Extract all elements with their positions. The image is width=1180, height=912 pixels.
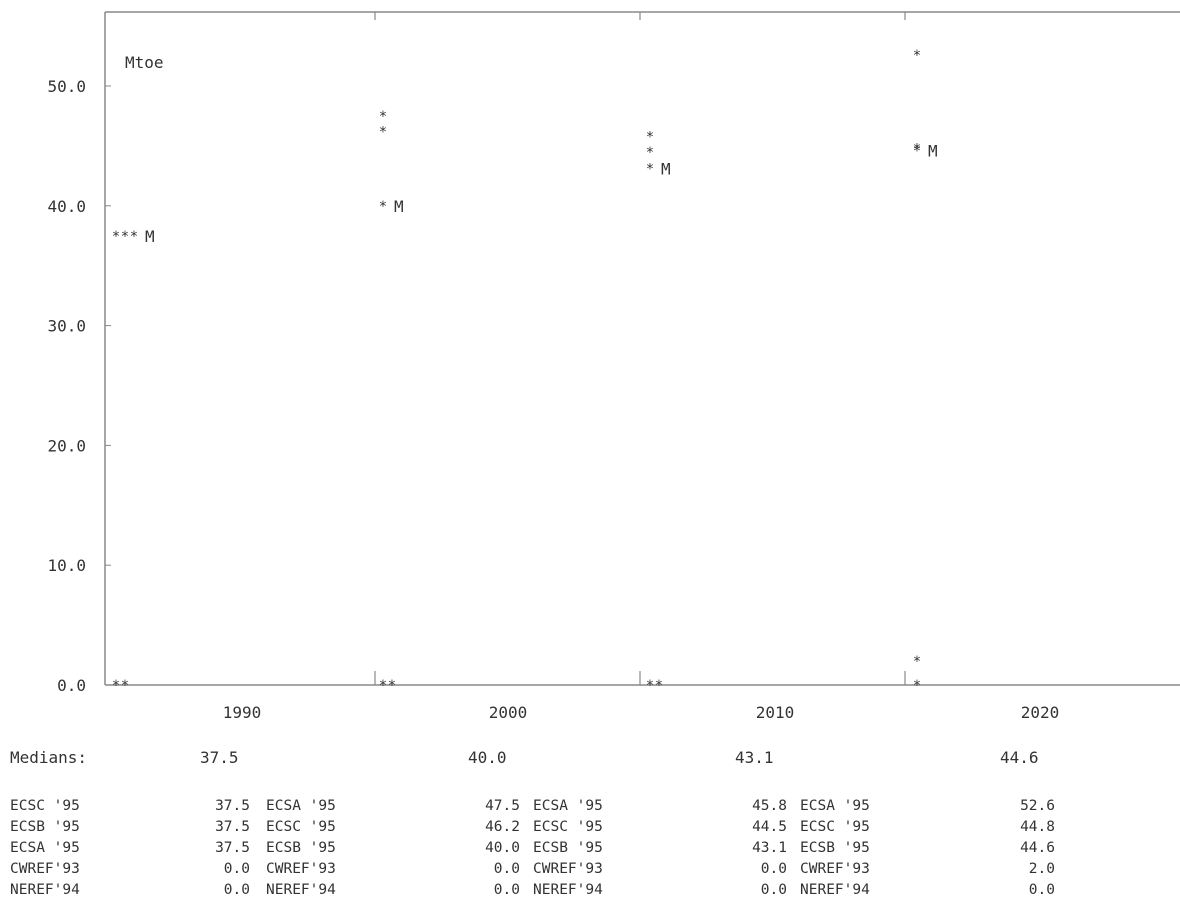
scenario-name: ECSC '95 — [533, 819, 603, 835]
scenario-value: 52.6 — [1020, 798, 1055, 814]
x-tick-label: 2010 — [756, 703, 795, 722]
median-marker: M — [394, 197, 404, 216]
scenario-name: CWREF'93 — [800, 861, 870, 877]
data-point-star: * — [655, 678, 663, 694]
scenario-value: 43.1 — [752, 840, 787, 856]
medians-label: Medians: — [10, 748, 88, 767]
data-point-star: * — [379, 125, 387, 141]
data-point-star: * — [646, 145, 654, 161]
data-point-star: * — [646, 162, 654, 178]
data-point-star: * — [379, 109, 387, 125]
data-point-star: * — [646, 678, 654, 694]
scenario-name: CWREF'93 — [10, 861, 80, 877]
y-tick-label: 50.0 — [47, 77, 86, 96]
scenario-name: ECSB '95 — [800, 840, 870, 856]
scenario-value: 0.0 — [493, 861, 520, 877]
scenario-value: 45.8 — [752, 798, 787, 814]
scenario-name: ECSC '95 — [266, 819, 336, 835]
x-tick-label: 2020 — [1021, 703, 1060, 722]
scenario-value: 37.5 — [215, 840, 250, 856]
median-value: 43.1 — [735, 748, 774, 767]
y-tick-label: 20.0 — [47, 436, 86, 455]
scenario-value: 40.0 — [485, 840, 520, 856]
data-point-star: * — [913, 144, 921, 160]
data-point-star: * — [646, 129, 654, 145]
y-tick-label: 10.0 — [47, 556, 86, 575]
scenario-name: ECSA '95 — [533, 798, 603, 814]
data-point-star: * — [913, 678, 921, 694]
scenario-value: 44.6 — [1020, 840, 1055, 856]
scenario-name: ECSB '95 — [266, 840, 336, 856]
scenario-value: 0.0 — [1028, 882, 1055, 898]
data-point-star: * — [112, 678, 120, 694]
data-point-star: * — [121, 229, 129, 245]
chart-marks: * * ** *M**** *M**** *M*****M — [112, 48, 938, 694]
scenario-value: 0.0 — [493, 882, 520, 898]
scenario-value: 46.2 — [485, 819, 520, 835]
scenario-name: NEREF'94 — [533, 882, 603, 898]
scenario-name: NEREF'94 — [266, 882, 336, 898]
data-point-star: * — [121, 678, 129, 694]
scenario-name: ECSC '95 — [10, 798, 80, 814]
scenario-name: CWREF'93 — [266, 861, 336, 877]
scenario-value: 37.5 — [215, 819, 250, 835]
scenario-value: 2.0 — [1028, 861, 1055, 877]
median-marker: M — [145, 227, 155, 246]
data-point-star: * — [913, 654, 921, 670]
y-tick-label: 30.0 — [47, 317, 86, 336]
x-tick-label: 1990 — [223, 703, 262, 722]
scenario-value: 47.5 — [485, 798, 520, 814]
scenario-name: ECSC '95 — [800, 819, 870, 835]
scenario-name: ECSA '95 — [10, 840, 80, 856]
data-point-star: * — [130, 229, 138, 245]
median-value: 37.5 — [200, 748, 239, 767]
median-marker: M — [661, 160, 671, 179]
data-point-star: * — [379, 199, 387, 215]
data-point-star: * — [913, 141, 921, 157]
scenario-name: ECSB '95 — [10, 819, 80, 835]
median-marker: M — [928, 142, 938, 161]
scenario-value: 44.8 — [1020, 819, 1055, 835]
scenario-name: CWREF'93 — [533, 861, 603, 877]
scenario-name: ECSA '95 — [266, 798, 336, 814]
scenario-value: 44.5 — [752, 819, 787, 835]
data-point-star: * — [913, 48, 921, 64]
scenario-name: NEREF'94 — [800, 882, 870, 898]
data-point-star: * — [379, 678, 387, 694]
scenario-name: NEREF'94 — [10, 882, 80, 898]
chart-axes: 0.0 10.0 20.0 30.0 40.0 50.0 1990 2000 2010 2020 — [47, 11, 1180, 722]
y-tick-label: 40.0 — [47, 197, 86, 216]
median-value: 40.0 — [468, 748, 507, 767]
data-point-star: * — [388, 678, 396, 694]
scenario-name: ECSB '95 — [533, 840, 603, 856]
data-point-star: * — [112, 229, 120, 245]
scenario-value: 0.0 — [760, 861, 787, 877]
scenario-name: ECSA '95 — [800, 798, 870, 814]
x-tick-label: 2000 — [489, 703, 528, 722]
unit-label: Mtoe — [125, 53, 164, 72]
median-value: 44.6 — [1000, 748, 1039, 767]
scenario-value: 0.0 — [760, 882, 787, 898]
y-tick-label: 0.0 — [57, 676, 86, 695]
scenario-value: 0.0 — [223, 861, 250, 877]
scenario-value: 37.5 — [215, 798, 250, 814]
scenario-value: 0.0 — [223, 882, 250, 898]
